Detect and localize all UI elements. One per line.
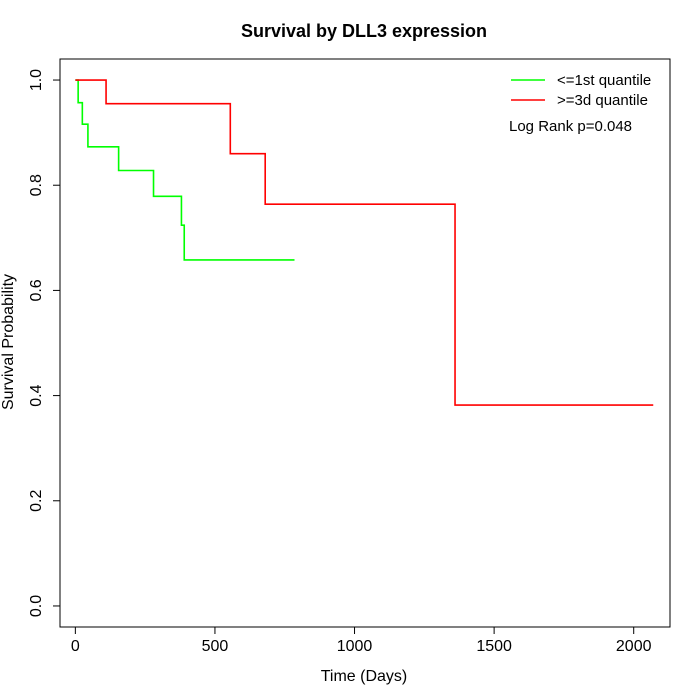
x-axis-label: Time (Days) bbox=[321, 668, 408, 685]
legend-label: <=1st quantile bbox=[557, 72, 651, 89]
survival-curve bbox=[75, 79, 654, 406]
x-tick-label: 0 bbox=[71, 638, 80, 655]
x-tick-label: 2000 bbox=[616, 638, 652, 655]
x-tick-label: 1000 bbox=[337, 638, 373, 655]
y-tick-label: 0.8 bbox=[28, 174, 45, 196]
y-axis: 0.0 0.2 0.4 0.6 0.8 1.0 bbox=[28, 69, 61, 617]
chart-title: Survival by DLL3 expression bbox=[241, 21, 487, 41]
legend: <=1st quantile >=3d quantile bbox=[511, 72, 651, 109]
series-layer bbox=[75, 79, 654, 406]
y-tick-label: 0.0 bbox=[28, 595, 45, 617]
log-rank-annotation: Log Rank p=0.048 bbox=[509, 118, 632, 135]
x-tick-label: 500 bbox=[202, 638, 229, 655]
y-axis-label: Survival Probability bbox=[0, 274, 17, 410]
y-tick-label: 1.0 bbox=[28, 69, 45, 91]
y-tick-label: 0.6 bbox=[28, 279, 45, 301]
x-axis: 0 500 1000 1500 2000 bbox=[71, 626, 652, 655]
y-tick-label: 0.2 bbox=[28, 490, 45, 512]
y-tick-label: 0.4 bbox=[28, 384, 45, 406]
x-tick-label: 1500 bbox=[476, 638, 512, 655]
survival-curve bbox=[75, 79, 295, 261]
plot-frame bbox=[59, 58, 671, 628]
legend-label: >=3d quantile bbox=[557, 92, 648, 109]
